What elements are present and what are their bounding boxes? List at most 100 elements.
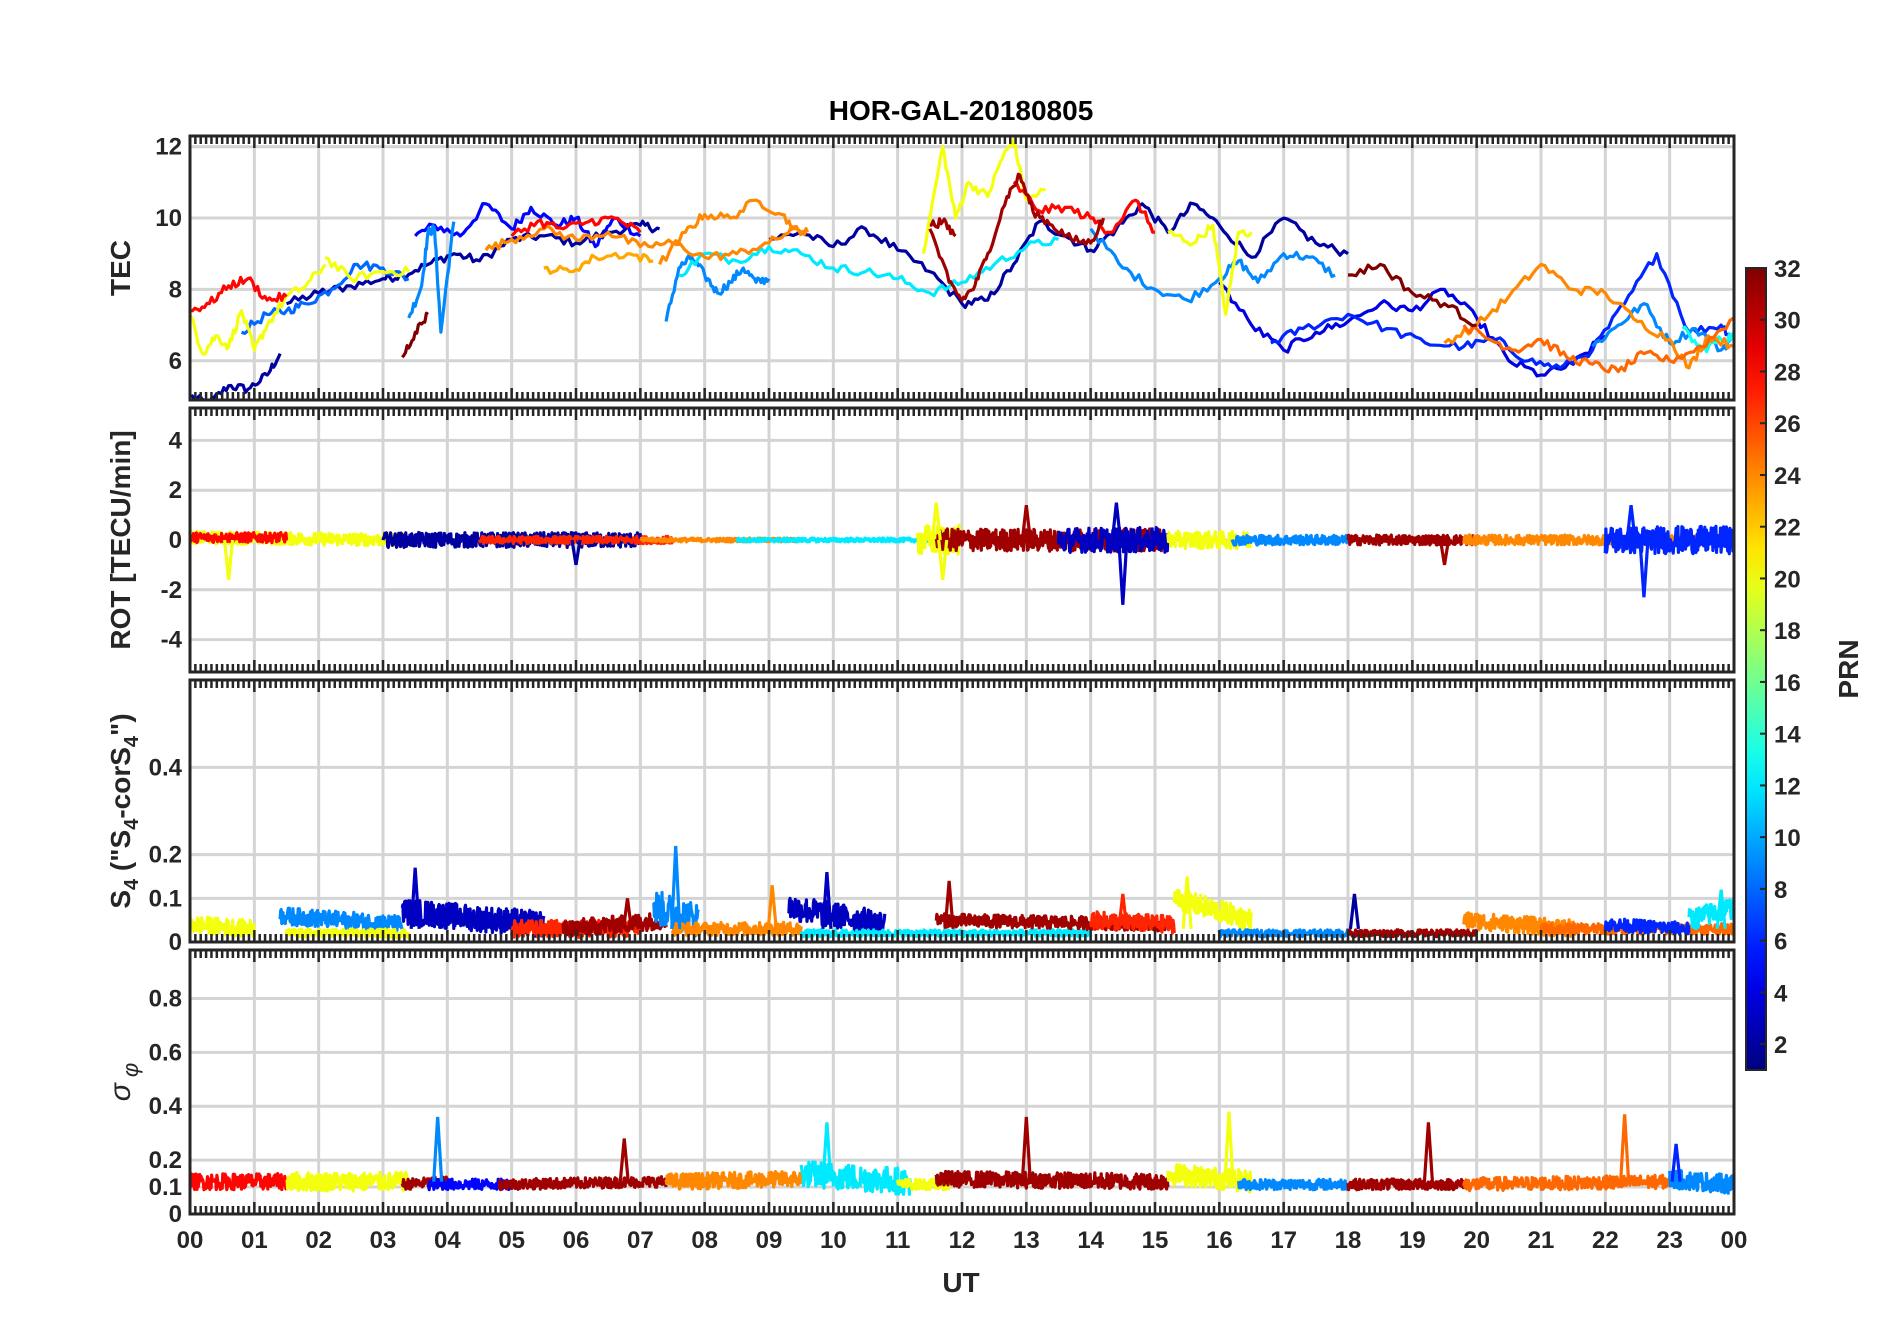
- spike-prn-25: [1619, 1114, 1631, 1182]
- series-line-prn-3: [400, 899, 546, 938]
- spike-prn-3: [1110, 502, 1122, 541]
- series-line-prn-2: [285, 219, 661, 306]
- x-tick-label: 21: [1528, 1227, 1555, 1254]
- x-tick-label: 09: [756, 1227, 783, 1254]
- spike-prn-31: [1422, 1122, 1435, 1182]
- series-line-prn-31: [928, 172, 1106, 302]
- spike-prn-9: [670, 845, 682, 929]
- series-line-prn-31: [497, 1175, 668, 1192]
- series-line-prn-27: [1089, 910, 1176, 935]
- series-line-prn-9: [664, 254, 771, 322]
- x-tick-label: 05: [498, 1227, 525, 1254]
- x-tick-label: 22: [1592, 1227, 1619, 1254]
- x-tick-label: 14: [1077, 1227, 1104, 1254]
- y-axis-label: TEC: [105, 240, 136, 296]
- spike-prn-31: [943, 880, 955, 930]
- colorbar-scale: [1745, 267, 1767, 1071]
- spike-prn-6: [1670, 1143, 1682, 1182]
- series-line-prn-5: [414, 202, 642, 249]
- y-axis-label: S4 ("S4-corS4"): [105, 713, 143, 908]
- y-tick-label: 0: [169, 1201, 182, 1228]
- series-line-prn-20: [324, 255, 410, 284]
- x-tick-label: 08: [691, 1227, 718, 1254]
- y-tick-label: 4: [169, 427, 183, 454]
- series-line-prn-20: [1167, 223, 1253, 316]
- panel-4: 00.10.2 0.4 0.6 0.8 σ φ: [104, 948, 1736, 1228]
- spike-prn-6: [1638, 539, 1650, 598]
- y-tick-label: 10: [155, 205, 182, 232]
- series-line-prn-23: [543, 251, 654, 275]
- colorbar-label: PRN: [1833, 639, 1864, 698]
- series-group: [190, 1111, 1734, 1196]
- chart-title: HOR-GAL-20180805: [829, 95, 1094, 126]
- series-line-prn-9: [1230, 533, 1350, 547]
- series-line-prn-24: [658, 198, 803, 266]
- panel-1: 6 8 10 12 TEC: [105, 134, 1736, 402]
- spike-prn-20: [223, 539, 235, 581]
- x-tick-label: 23: [1656, 1227, 1683, 1254]
- spike-prn-20: [930, 502, 942, 541]
- x-tick-label: 15: [1142, 1227, 1169, 1254]
- spike-prn-20: [937, 539, 949, 581]
- series-line-prn-3: [787, 896, 887, 937]
- series-line-prn-31: [1346, 533, 1478, 547]
- y-tick-label: 2: [169, 477, 182, 504]
- spike-prn-12: [1715, 889, 1727, 930]
- y-tick-label: 0.2: [149, 1147, 182, 1174]
- series-line-prn-6: [1603, 524, 1734, 556]
- colorbar-tick-label: 2: [1774, 1032, 1787, 1059]
- y-tick-label: 0.4: [149, 754, 183, 781]
- colorbar-tick-label: 28: [1774, 359, 1801, 386]
- x-tick-label: 06: [563, 1227, 590, 1254]
- x-tick-label: 01: [241, 1227, 268, 1254]
- series-line-prn-12: [735, 536, 931, 544]
- x-tick-label: 03: [370, 1227, 397, 1254]
- series-line-prn-24: [664, 1169, 803, 1191]
- series-line-prn-4: [1218, 281, 1607, 378]
- series-line-prn-9: [1089, 227, 1336, 304]
- series-group: [190, 502, 1734, 605]
- series-line-prn-28: [1012, 180, 1156, 235]
- colorbar-tick-label: 12: [1774, 773, 1801, 800]
- series-line-prn-24: [670, 920, 803, 938]
- series-line-prn-8: [240, 260, 410, 335]
- series-line-prn-24: [1443, 262, 1734, 370]
- x-axis: 00 01 02 03 04 05 06 07 08 09 10 11 12 13 14 15 16 17 18 19…: [177, 1227, 1748, 1254]
- spike-prn-31: [618, 1138, 630, 1182]
- y-tick-label: 0.2: [149, 842, 182, 869]
- spike-prn-31: [1020, 1116, 1032, 1182]
- series-line-prn-31: [1346, 1177, 1466, 1192]
- y-tick-label: 6: [169, 348, 182, 375]
- y-tick-label: 0.6: [149, 1039, 182, 1066]
- series-line-prn-9: [652, 890, 700, 938]
- x-tick-label: 10: [820, 1227, 847, 1254]
- x-tick-label: 02: [305, 1227, 332, 1254]
- series-line-prn-2: [190, 352, 282, 400]
- series-line-prn-20: [285, 1170, 410, 1193]
- panel-2: -4 -2 0 2 4 ROT [TECU/min]: [105, 406, 1736, 674]
- colorbar-tick-label: 10: [1774, 825, 1801, 852]
- colorbar-tick-label: 24: [1774, 463, 1801, 490]
- panel-3: 0 0.1 0.2 0.4S4 ("S4-corS4"): [105, 678, 1736, 956]
- series-line-prn-12: [678, 236, 1060, 298]
- axes-box: [188, 134, 1736, 402]
- y-tick-label: -2: [161, 577, 182, 604]
- series-line-prn-6: [1603, 917, 1691, 936]
- y-tick-label: 0.1: [149, 1174, 182, 1201]
- spike-prn-20: [1181, 876, 1193, 930]
- series-line-prn-12: [1687, 897, 1734, 931]
- spike-prn-9: [432, 1116, 444, 1182]
- y-tick-label: 0: [169, 929, 182, 956]
- colorbar-tick-label: 8: [1774, 877, 1787, 904]
- axes-box: [188, 678, 1736, 944]
- series-line-prn-25: [1462, 316, 1734, 374]
- spike-prn-3: [409, 867, 421, 930]
- series-line-prn-28: [190, 275, 288, 313]
- series-line-prn-6: [1270, 252, 1734, 370]
- series-line-prn-31: [929, 217, 957, 238]
- series-line-prn-31: [934, 1169, 1170, 1191]
- series-line-prn-9: [1237, 1177, 1350, 1192]
